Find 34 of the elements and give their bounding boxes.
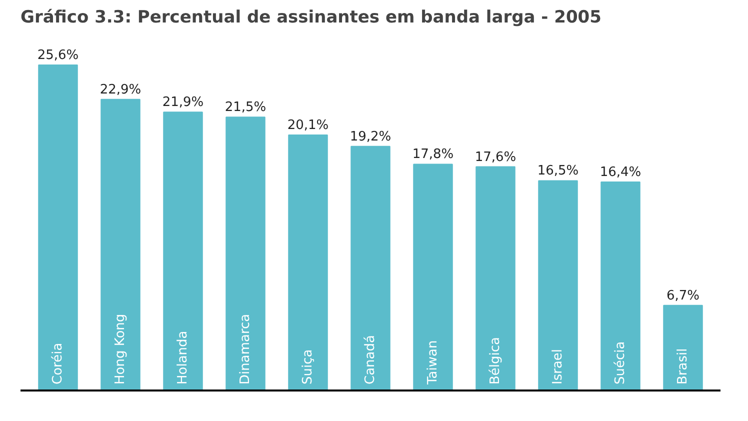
x-tick-label: Suécia [613,341,628,384]
x-tick-label: Bélgica [488,336,503,384]
x-tick-label: Brasil [676,348,690,384]
data-label: 22,9% [100,82,142,98]
chart-title: Gráfico 3.3: Percentual de assinantes em banda larga - 2005 [20,8,602,28]
x-tick-label: Suiça [300,349,316,384]
bar [476,166,516,390]
data-label: 16,5% [537,164,579,179]
bar [100,98,140,390]
bar [288,134,328,390]
bar [38,64,78,390]
x-tick-label: Coréia [50,342,66,384]
data-label: 21,5% [224,100,266,116]
x-tick-label: Holanda [176,330,190,384]
bar [163,112,203,390]
data-label: 25,6% [37,48,79,64]
data-label: 17,6% [474,150,516,165]
data-label: 21,9% [162,95,204,110]
x-tick-label: Canadá [363,335,378,384]
x-tick-label: Israel [550,348,566,384]
bar [413,164,453,390]
bar [226,116,266,390]
data-label: 19,2% [350,129,392,144]
data-label: 20,1% [287,118,329,133]
data-label: 17,8% [412,147,454,162]
bar [538,180,578,390]
x-tick-label: Taiwan [426,340,440,386]
bar [350,146,390,390]
data-label: 6,7% [666,288,700,304]
bar [663,304,703,390]
bar [600,182,640,390]
data-label: 16,4% [600,165,642,180]
x-tick-label: Dinamarca [238,314,253,384]
x-tick-label: Hong Kong [113,314,128,384]
